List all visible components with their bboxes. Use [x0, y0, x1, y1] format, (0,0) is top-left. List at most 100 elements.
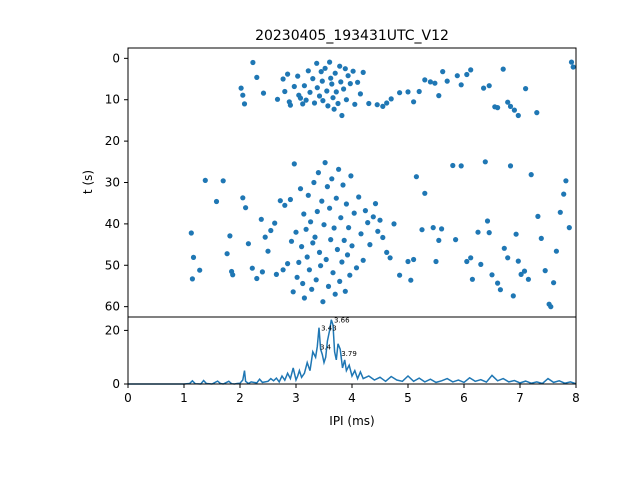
data-point — [507, 103, 514, 109]
data-point — [469, 276, 475, 282]
data-point — [528, 172, 534, 178]
histogram-axes-frame — [127, 316, 577, 385]
data-point — [312, 234, 318, 240]
data-point — [315, 170, 321, 176]
data-point — [413, 174, 419, 180]
data-point — [444, 78, 450, 84]
data-point — [325, 103, 331, 109]
data-point — [250, 59, 256, 66]
scatter-points — [188, 59, 576, 310]
data-point — [291, 161, 297, 167]
data-point — [272, 220, 278, 226]
data-point — [293, 229, 299, 235]
peak-label: 3.66 — [334, 317, 350, 325]
data-point — [329, 81, 335, 87]
data-point — [300, 101, 306, 107]
data-point — [397, 90, 403, 96]
data-point — [384, 249, 390, 255]
data-point — [254, 275, 260, 282]
data-point — [350, 68, 356, 74]
data-point — [240, 195, 246, 201]
data-point — [521, 268, 528, 274]
data-point — [227, 233, 233, 239]
data-point — [347, 272, 353, 278]
data-point — [338, 79, 344, 85]
data-point — [324, 184, 330, 190]
data-point — [332, 70, 338, 76]
data-point — [313, 277, 319, 283]
data-point — [243, 205, 249, 211]
y-tick-label: 60 — [105, 300, 120, 314]
data-point — [365, 220, 371, 226]
data-point — [535, 213, 541, 219]
y-tick-label: 0 — [112, 51, 120, 65]
data-point — [561, 191, 567, 197]
data-point — [188, 230, 194, 236]
x-tick-label: 8 — [572, 391, 580, 405]
data-point — [336, 166, 342, 172]
data-point — [374, 102, 380, 108]
data-point — [324, 88, 330, 94]
y-axis-ticks: 0 10 20 30 40 50 60 — [105, 51, 128, 314]
data-point — [439, 226, 445, 232]
data-point — [258, 216, 264, 222]
data-point — [335, 100, 341, 107]
data-point — [287, 196, 293, 203]
data-point — [310, 240, 316, 246]
y-tick-label: 40 — [105, 217, 120, 231]
data-point — [294, 274, 300, 280]
data-point — [303, 97, 309, 103]
data-point — [372, 201, 379, 207]
data-point — [563, 178, 569, 184]
data-point — [322, 160, 328, 166]
data-point — [464, 71, 470, 78]
x-tick-label: 6 — [460, 391, 468, 405]
data-point — [411, 99, 417, 105]
x-tick-label: 3 — [292, 391, 300, 405]
data-point — [319, 78, 325, 84]
data-point — [287, 102, 293, 108]
data-point — [319, 198, 325, 204]
x-tick-label: 4 — [348, 391, 356, 405]
data-point — [507, 163, 514, 169]
data-point — [380, 103, 386, 109]
data-point — [308, 219, 314, 225]
data-point — [297, 95, 304, 101]
data-point — [342, 66, 348, 72]
data-point — [314, 208, 320, 215]
data-point — [344, 252, 351, 258]
x-axis-ticks: 0 1 2 3 4 5 6 7 8 — [124, 384, 580, 405]
data-point — [500, 66, 506, 72]
data-point — [322, 65, 328, 71]
histogram-panel: 3.433.66 3.4 3.79 0 20 0 1 2 3 4 5 6 7 8 IPI (ms) — [105, 316, 580, 428]
data-point — [405, 89, 411, 95]
data-point — [339, 259, 345, 265]
data-point — [351, 210, 357, 216]
data-point — [260, 90, 267, 96]
y-axis-label: t (s) — [81, 170, 95, 194]
data-point — [296, 259, 302, 265]
y-tick-label: 30 — [105, 176, 120, 190]
y-axis-ticks-bottom: 0 20 — [105, 323, 128, 391]
data-point — [505, 255, 511, 261]
data-point — [436, 93, 442, 99]
data-point — [362, 208, 368, 214]
data-point — [323, 256, 329, 263]
x-tick-label: 1 — [180, 391, 188, 405]
data-point — [486, 83, 492, 89]
data-point — [557, 209, 563, 215]
data-point — [230, 272, 236, 278]
data-point — [495, 105, 501, 111]
x-tick-label: 5 — [404, 391, 412, 405]
data-point — [464, 258, 470, 265]
x-tick-label: 7 — [516, 391, 524, 405]
data-point — [300, 280, 306, 287]
data-point — [525, 276, 532, 282]
data-point — [316, 249, 323, 255]
data-point — [478, 261, 484, 267]
data-point — [318, 69, 324, 75]
data-point — [328, 237, 334, 243]
data-point — [297, 186, 304, 192]
data-point — [189, 276, 195, 282]
data-point — [548, 304, 554, 310]
